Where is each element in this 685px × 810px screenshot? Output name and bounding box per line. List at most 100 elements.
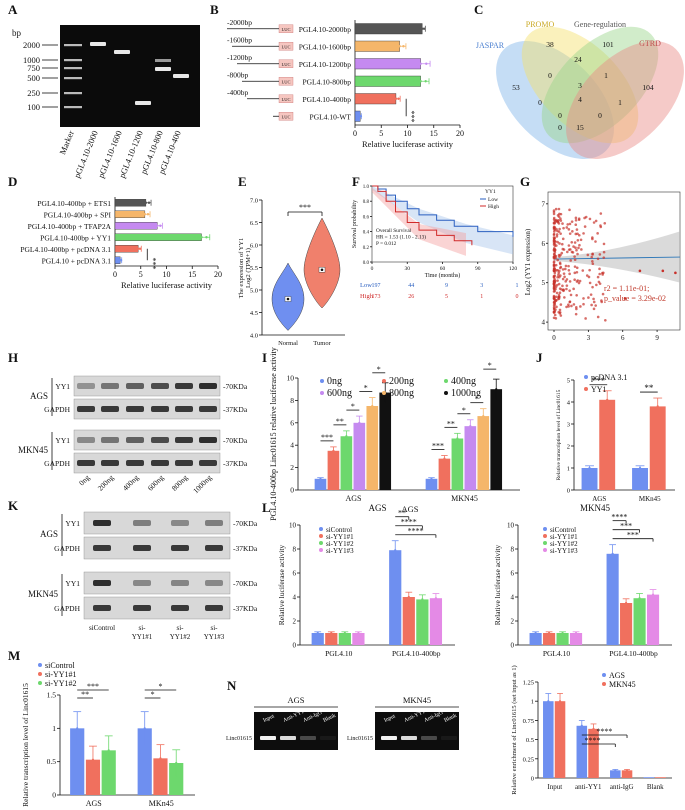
- data-point: [136, 247, 140, 250]
- scatter-point: [576, 238, 580, 242]
- marker-size-label: 1000: [23, 55, 40, 65]
- bar: [643, 777, 655, 778]
- legend-marker: [543, 541, 547, 545]
- scatter-point: [574, 246, 577, 250]
- scatter-point: [587, 275, 591, 279]
- blot-band: [101, 437, 119, 443]
- y-axis-label: Relative transcription level of Linc0161…: [21, 683, 30, 807]
- scatter-point: [570, 304, 573, 308]
- blot-strip: [83, 596, 231, 620]
- chart-title: AGS: [368, 503, 386, 513]
- scatter-point: [592, 307, 596, 311]
- sig-label: ***: [432, 442, 444, 451]
- scatter-point: [556, 220, 560, 224]
- scatter-point: [566, 223, 570, 226]
- legend-label: 200ng: [389, 376, 414, 387]
- legend-label: 400ng: [451, 376, 476, 387]
- risk-count: 0: [516, 294, 519, 300]
- y-tick-label: 6: [293, 570, 297, 578]
- scatter-point: [568, 280, 572, 283]
- data-point: [419, 62, 422, 65]
- risk-count: 9: [445, 283, 448, 289]
- data-point: [392, 97, 395, 100]
- data-point: [135, 247, 138, 250]
- scatter-point: [552, 257, 556, 260]
- panel-j: 0 1 2 3 4 5 Relative transcription level of Li…: [555, 373, 675, 503]
- y-axis-label-2: Log2 (TPM+1): [245, 248, 252, 288]
- data-point: [394, 45, 398, 48]
- scatter-point: [567, 264, 570, 268]
- data-point: [424, 80, 427, 83]
- kda-label: -70KDa: [223, 436, 248, 445]
- blot-band: [205, 520, 223, 526]
- blot-band: [126, 460, 144, 466]
- scatter-point: [585, 274, 589, 277]
- data-point: [407, 595, 410, 599]
- y-tick-label: 0: [52, 791, 56, 800]
- sig-label: ***: [627, 531, 639, 540]
- x-tick-label: 10: [163, 270, 171, 279]
- sig-label: *: [488, 361, 492, 370]
- lane-label: 200ng: [96, 473, 116, 493]
- y-axis-label: Survival probability: [352, 200, 358, 248]
- data-point: [371, 404, 374, 408]
- legend-marker: [319, 527, 323, 531]
- data-point: [534, 631, 537, 635]
- bar: [366, 406, 379, 490]
- panel-letter-h: H: [8, 350, 18, 365]
- gel-band: [401, 736, 417, 740]
- ci-band-high: [372, 187, 466, 256]
- scatter-point: [562, 226, 565, 230]
- data-point: [140, 213, 143, 216]
- scatter-point: [580, 248, 583, 251]
- legend-marker: [444, 379, 448, 383]
- y-tick-label: 4: [293, 594, 297, 602]
- data-point: [357, 631, 360, 635]
- data-point: [343, 631, 346, 635]
- scatter-point: [586, 253, 590, 257]
- scatter-point: [552, 311, 556, 314]
- scatter-point: [568, 232, 572, 235]
- promoter-length-label: -400bp: [227, 88, 248, 97]
- venn-set-label: JASPAR: [476, 41, 505, 50]
- scatter-point: [592, 300, 596, 304]
- legend-label: si-YY1#2: [326, 540, 354, 548]
- scatter-point: [592, 221, 596, 224]
- scatter-point: [591, 252, 594, 256]
- legend-marker: [444, 391, 448, 395]
- scatter-point: [553, 219, 557, 222]
- legend-marker: [320, 379, 324, 383]
- risk-row-label: Low: [360, 282, 372, 289]
- scatter-point: [568, 222, 572, 226]
- sig-label: ***: [407, 111, 416, 123]
- protein-label: GAPDH: [44, 405, 70, 414]
- blot-band: [175, 383, 193, 389]
- lane-label: 600ng: [146, 473, 166, 493]
- scatter-point: [575, 248, 578, 252]
- y-tick-label: 6.0: [250, 243, 258, 250]
- bar: [581, 468, 598, 490]
- scatter-point: [555, 269, 558, 272]
- scatter-point: [573, 271, 577, 275]
- scatter-point: [582, 232, 585, 235]
- bar: [338, 633, 351, 645]
- scatter-point: [555, 305, 558, 309]
- lane-label: 400ng: [121, 473, 141, 493]
- sig-label: *: [364, 384, 368, 393]
- data-point: [638, 597, 641, 600]
- survival-curve-low: [372, 185, 514, 237]
- bar: [569, 633, 583, 645]
- bar: [389, 550, 402, 645]
- blot-band: [126, 406, 144, 412]
- scatter-point: [556, 258, 560, 262]
- bar: [85, 759, 101, 795]
- scatter-point: [595, 283, 598, 287]
- group-label: MKN45: [18, 445, 49, 455]
- venn-count: 15: [576, 123, 584, 132]
- bar: [610, 770, 621, 778]
- venn-count: 0: [538, 98, 542, 107]
- x-category-label: PGL4.10: [543, 649, 571, 658]
- x-category-label: Blank: [647, 783, 664, 791]
- scatter-point: [570, 220, 574, 223]
- stats-label: P = 0.012: [376, 241, 397, 247]
